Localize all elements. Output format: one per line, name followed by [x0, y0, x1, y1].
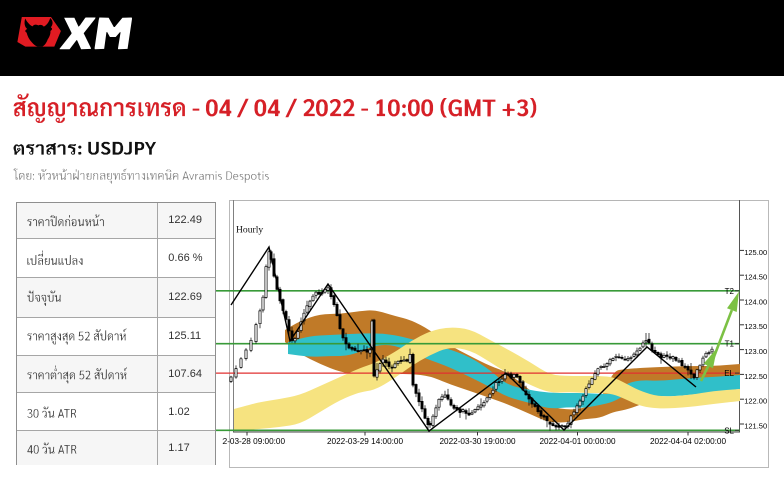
svg-text:122.50: 122.50	[744, 372, 767, 381]
svg-text:EL: EL	[724, 369, 734, 378]
svg-text:T2: T2	[725, 287, 735, 296]
svg-text:125.00: 125.00	[744, 248, 767, 257]
svg-text:2022-03-28 09:00:00: 2022-03-28 09:00:00	[209, 437, 285, 446]
svg-text:124.00: 124.00	[744, 297, 767, 306]
svg-text:Hourly: Hourly	[236, 225, 263, 236]
svg-text:2022-04-01 00:00:00: 2022-04-01 00:00:00	[539, 437, 615, 446]
svg-text:2022-03-30 19:00:00: 2022-03-30 19:00:00	[439, 437, 515, 446]
svg-text:2022-03-29 14:00:00: 2022-03-29 14:00:00	[327, 437, 403, 446]
svg-text:124.50: 124.50	[744, 273, 767, 282]
svg-text:121.50: 121.50	[744, 421, 767, 430]
svg-text:2022-04-04 02:00:00: 2022-04-04 02:00:00	[650, 437, 726, 446]
svg-text:123.50: 123.50	[744, 322, 767, 331]
svg-text:T1: T1	[725, 340, 735, 349]
svg-text:122.00: 122.00	[744, 397, 767, 406]
svg-text:123.00: 123.00	[744, 347, 767, 356]
svg-text:SL: SL	[724, 426, 734, 435]
